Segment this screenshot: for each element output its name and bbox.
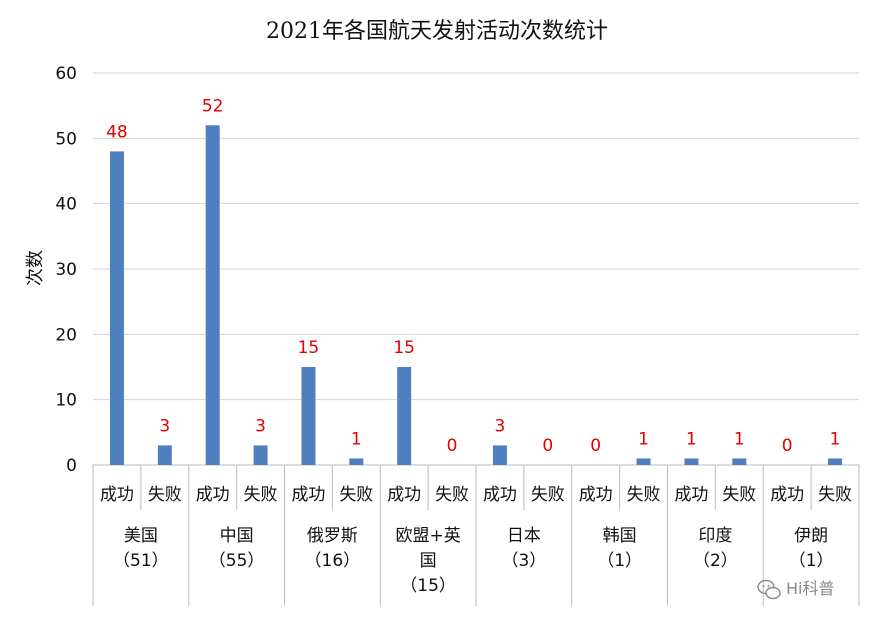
- x-tick-label: 成功: [291, 485, 325, 505]
- x-tick-label: 失败: [148, 485, 182, 505]
- watermark: Hi科普: [757, 579, 834, 600]
- bar: [636, 458, 651, 465]
- data-label: 3: [495, 416, 506, 436]
- group-label: （16）: [305, 551, 361, 571]
- x-tick-label: 失败: [339, 485, 373, 505]
- bar: [732, 458, 747, 465]
- group-label: （55）: [209, 551, 265, 571]
- y-axis-label: 次数: [25, 250, 46, 286]
- bar: [684, 458, 699, 465]
- wechat-icon: [757, 579, 781, 600]
- bar: [301, 367, 316, 465]
- y-tick-label: 20: [55, 325, 77, 345]
- group-label: （2）: [693, 551, 738, 571]
- data-label: 1: [351, 429, 362, 449]
- y-tick-label: 0: [66, 456, 77, 476]
- y-tick-label: 40: [55, 195, 77, 215]
- group-label: 日本: [507, 526, 541, 546]
- data-label: 3: [159, 416, 170, 436]
- group-label: 欧盟+英: [396, 526, 461, 546]
- data-label: 15: [393, 338, 415, 358]
- x-tick-label: 失败: [722, 485, 756, 505]
- x-tick-label: 失败: [627, 485, 661, 505]
- group-label: 中国: [220, 526, 254, 546]
- bar: [397, 367, 412, 465]
- group-label: （51）: [113, 551, 169, 571]
- y-tick-label: 10: [55, 391, 77, 411]
- data-label: 1: [830, 429, 841, 449]
- y-tick-label: 60: [55, 64, 77, 84]
- group-label: 印度: [698, 526, 732, 546]
- data-label: 1: [734, 429, 745, 449]
- x-tick-label: 成功: [196, 485, 230, 505]
- data-label: 1: [686, 429, 697, 449]
- x-tick-label: 成功: [674, 485, 708, 505]
- data-label: 52: [202, 96, 224, 116]
- category-labels: 成功 失败 成功 失败 成功 失败 成功 失败 成功 失败 成功 失败 成功 失败 成功 失败: [100, 485, 852, 505]
- x-tick-label: 成功: [579, 485, 613, 505]
- data-label: 0: [782, 436, 793, 456]
- group-label: （1）: [789, 551, 834, 571]
- bar: [492, 445, 507, 465]
- bar: [109, 151, 124, 465]
- bars: [109, 125, 843, 466]
- x-tick-label: 失败: [435, 485, 469, 505]
- group-label: 美国: [124, 526, 158, 546]
- x-tick-label: 成功: [100, 485, 134, 505]
- data-label: 1: [638, 429, 649, 449]
- x-tick-label: 成功: [770, 485, 804, 505]
- group-label: （3）: [501, 551, 546, 571]
- data-label: 15: [298, 338, 320, 358]
- x-tick-label: 失败: [531, 485, 565, 505]
- watermark-text: Hi科普: [786, 579, 834, 598]
- group-label: （1）: [597, 551, 642, 571]
- y-tick-label: 50: [55, 129, 77, 149]
- x-tick-label: 失败: [818, 485, 852, 505]
- bar: [349, 458, 364, 465]
- gridlines: [93, 72, 859, 401]
- group-labels: 美国 （51） 中国 （55） 俄罗斯 （16） 欧盟+英国 （15） 日本 （3） 韩国 （1） 印度…: [113, 526, 833, 596]
- y-tick-label: 30: [55, 260, 77, 280]
- data-label: 0: [447, 436, 458, 456]
- bar: [828, 458, 843, 465]
- bar: [205, 125, 220, 466]
- data-label: 48: [106, 122, 128, 142]
- group-label: 俄罗斯: [307, 526, 358, 546]
- data-label: 3: [255, 416, 266, 436]
- data-labels: 48 3 52 3 15 1 15 0 3 0 0 1 1 1 0 1: [106, 96, 840, 456]
- data-label: 0: [590, 436, 601, 456]
- group-label: 国: [420, 551, 437, 571]
- group-label: 伊朗: [794, 526, 828, 546]
- x-tick-label: 成功: [483, 485, 517, 505]
- x-tick-label: 失败: [244, 485, 278, 505]
- group-label: 韩国: [603, 526, 637, 546]
- data-label: 0: [542, 436, 553, 456]
- group-label: （15）: [400, 576, 456, 596]
- bar: [157, 445, 172, 465]
- x-tick-label: 成功: [387, 485, 421, 505]
- bar: [253, 445, 268, 465]
- chart-title: 2021年各国航天发射活动次数统计: [266, 19, 608, 44]
